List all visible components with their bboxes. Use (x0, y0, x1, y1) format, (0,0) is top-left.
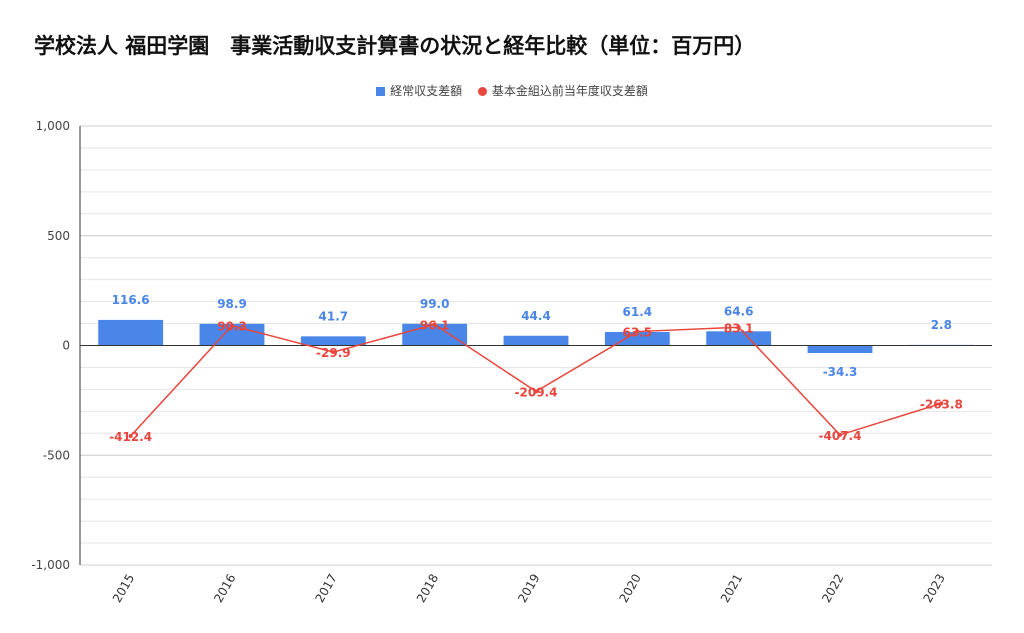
line-point (635, 329, 640, 334)
legend-line-label: 基本金組込前当年度収支差額 (491, 84, 648, 98)
x-tick-label: 2019 (515, 572, 542, 605)
bar-value-label: 98.9 (217, 297, 247, 311)
legend-item-line[interactable]: 基本金組込前当年度収支差額 (477, 82, 648, 99)
legend-bar-swatch (376, 87, 386, 96)
y-tick-label: -500 (43, 448, 70, 462)
line-value-label: -407.4 (819, 429, 862, 443)
line-value-label: -29.9 (316, 346, 351, 360)
bar (604, 332, 670, 346)
bar-value-label: 61.4 (623, 305, 653, 319)
bar (706, 331, 772, 346)
line-value-label: 63.5 (623, 326, 653, 340)
legend-bar-label: 経常収支差額 (390, 84, 463, 98)
line-point (534, 389, 538, 394)
line-point (736, 325, 741, 330)
bar (503, 335, 569, 346)
line-value-label: 96.1 (420, 318, 450, 332)
y-tick-label: 0 (62, 339, 70, 353)
x-tick-label: 2022 (819, 572, 846, 605)
x-tick-label: 2018 (414, 572, 441, 605)
bar-value-label: 41.7 (319, 309, 349, 323)
line-point (128, 434, 133, 439)
line-point (432, 322, 437, 327)
x-tick-label: 2015 (110, 572, 137, 605)
bar-value-label: 64.6 (724, 304, 754, 318)
line-value-label: -412.4 (109, 430, 152, 444)
x-tick-label: 2021 (718, 572, 745, 605)
x-tick-label: 2020 (617, 572, 644, 605)
bar-value-label: 2.8 (931, 318, 952, 332)
bar-value-label: -34.3 (823, 365, 858, 379)
x-tick-label: 2017 (313, 572, 340, 605)
line-point (230, 323, 234, 328)
y-tick-label: -1,000 (31, 558, 70, 572)
y-tick-label: 1,000 (36, 119, 70, 133)
x-tick-label: 2016 (211, 572, 238, 605)
line-point (838, 432, 842, 437)
bar (300, 336, 366, 346)
y-tick-label: 500 (47, 229, 70, 243)
bar-value-label: 99.0 (420, 297, 450, 311)
line-value-label: -263.8 (920, 397, 963, 411)
line-value-label: 83.1 (724, 321, 754, 335)
line-point (331, 350, 336, 355)
chart-title: 学校法人 福田学園 事業活動収支計算書の状況と経年比較（単位：百万円） (34, 34, 756, 58)
legend: 経常収支差額 基本金組込前当年度収支差額 (0, 82, 1024, 99)
line-point (939, 401, 944, 406)
bar-value-label: 44.4 (521, 309, 551, 323)
bar (98, 319, 164, 346)
legend-item-bars[interactable]: 経常収支差額 (376, 82, 462, 99)
bar (807, 345, 873, 354)
line-value-label: -209.4 (515, 385, 558, 399)
legend-line-swatch (477, 87, 487, 96)
bar-value-label: 116.6 (112, 293, 150, 307)
x-tick-label: 2023 (921, 572, 948, 605)
line-value-label: 90.3 (217, 320, 247, 334)
